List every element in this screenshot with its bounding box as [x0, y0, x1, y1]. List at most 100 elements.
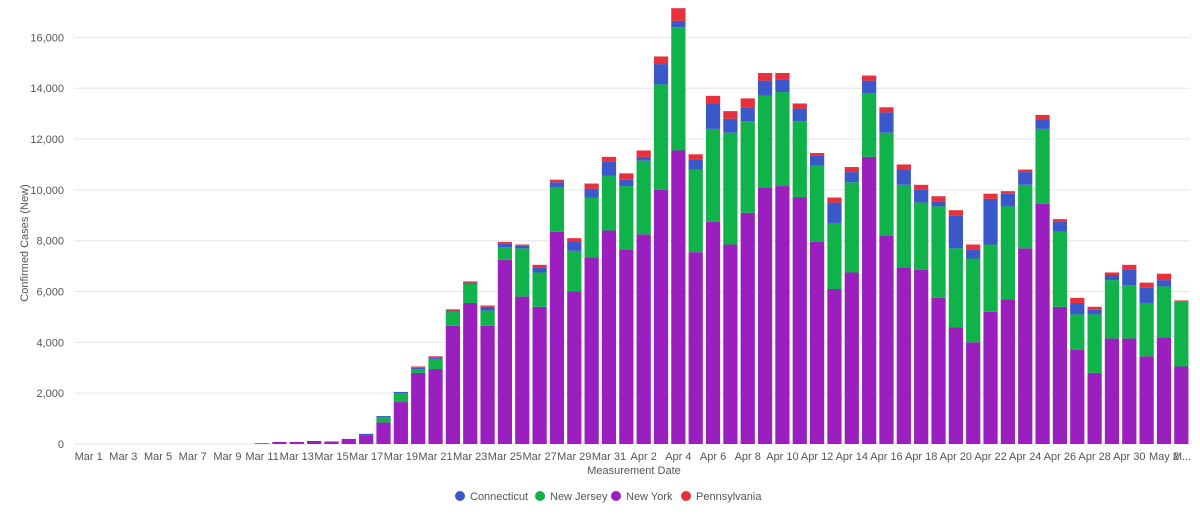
bar-pennsylvania-apr-28[interactable]: [1087, 306, 1102, 310]
bar-new-jersey-apr-7[interactable]: [723, 132, 738, 245]
bar-connecticut-apr-24[interactable]: [1018, 172, 1033, 185]
bar-connecticut-apr-17[interactable]: [896, 169, 911, 185]
bar-pennsylvania-apr-17[interactable]: [896, 164, 911, 170]
bar-new-york-mar-22[interactable]: [445, 325, 461, 444]
bar-pennsylvania-mar-29[interactable]: [567, 238, 582, 242]
bar-pennsylvania-apr-5[interactable]: [688, 154, 703, 160]
bar-pennsylvania-apr-23[interactable]: [1000, 191, 1016, 194]
bar-pennsylvania-apr-3[interactable]: [653, 56, 669, 65]
bar-connecticut-apr-29[interactable]: [1104, 275, 1120, 281]
bar-new-york-apr-26[interactable]: [1052, 306, 1068, 444]
bar-new-york-apr-17[interactable]: [896, 267, 911, 444]
bar-new-jersey-mar-27[interactable]: [532, 272, 547, 307]
bar-pennsylvania-apr-14[interactable]: [844, 167, 859, 173]
bar-connecticut-mar-29[interactable]: [567, 241, 582, 251]
bar-new-york-mar-29[interactable]: [567, 291, 582, 444]
bar-new-jersey-apr-12[interactable]: [809, 165, 825, 242]
bar-new-york-apr-13[interactable]: [827, 288, 842, 444]
bar-new-york-mar-23[interactable]: [463, 302, 478, 444]
bar-pennsylvania-apr-30[interactable]: [1122, 264, 1137, 270]
bar-connecticut-apr-30[interactable]: [1122, 269, 1137, 286]
bar-new-jersey-apr-10[interactable]: [775, 92, 790, 187]
bar-connecticut-apr-23[interactable]: [1000, 193, 1016, 207]
bar-new-jersey-apr-19[interactable]: [931, 206, 946, 298]
bar-new-york-apr-11[interactable]: [792, 197, 807, 444]
bar-connecticut-mar-25[interactable]: [497, 243, 513, 248]
bar-connecticut-mar-17[interactable]: [359, 433, 374, 436]
bar-new-jersey-may-1[interactable]: [1139, 302, 1154, 357]
bar-new-jersey-apr-20[interactable]: [948, 248, 963, 328]
bar-new-york-apr-3[interactable]: [653, 189, 669, 444]
bar-connecticut-apr-4[interactable]: [671, 20, 686, 28]
bar-new-jersey-apr-15[interactable]: [862, 93, 877, 157]
bar-pennsylvania-mar-28[interactable]: [549, 179, 565, 183]
bar-new-jersey-apr-27[interactable]: [1070, 314, 1085, 350]
bar-new-jersey-apr-22[interactable]: [983, 244, 998, 312]
bar-new-jersey-apr-13[interactable]: [827, 222, 842, 289]
bar-connecticut-apr-6[interactable]: [705, 103, 721, 129]
bar-pennsylvania-mar-31[interactable]: [601, 156, 617, 162]
bar-new-york-mar-30[interactable]: [584, 257, 599, 444]
bar-connecticut-apr-1[interactable]: [619, 179, 634, 187]
bar-new-jersey-apr-14[interactable]: [844, 182, 859, 273]
bar-new-jersey-mar-20[interactable]: [411, 369, 426, 373]
bar-pennsylvania-apr-15[interactable]: [862, 75, 877, 81]
bar-new-jersey-mar-23[interactable]: [463, 283, 478, 303]
bar-connecticut-mar-27[interactable]: [532, 267, 547, 273]
bar-new-york-mar-16[interactable]: [341, 438, 356, 444]
bar-new-york-mar-18[interactable]: [376, 422, 391, 444]
bar-new-jersey-apr-4[interactable]: [671, 27, 686, 151]
bar-connecticut-apr-19[interactable]: [931, 201, 946, 207]
bar-new-jersey-mar-26[interactable]: [515, 248, 530, 297]
bar-new-york-apr-6[interactable]: [705, 221, 721, 444]
bar-connecticut-may-1[interactable]: [1139, 287, 1154, 303]
bar-connecticut-apr-8[interactable]: [740, 107, 755, 122]
bar-connecticut-apr-14[interactable]: [844, 172, 859, 183]
bar-new-york-mar-19[interactable]: [393, 402, 408, 444]
bar-pennsylvania-apr-25[interactable]: [1035, 114, 1050, 120]
bar-connecticut-apr-13[interactable]: [827, 202, 842, 223]
bar-new-york-apr-10[interactable]: [775, 186, 790, 444]
bar-new-york-apr-9[interactable]: [757, 187, 773, 444]
bar-new-york-apr-14[interactable]: [844, 272, 859, 444]
bar-new-york-mar-31[interactable]: [601, 230, 617, 444]
bar-pennsylvania-apr-8[interactable]: [740, 98, 755, 108]
bar-new-york-apr-21[interactable]: [966, 342, 981, 444]
bar-connecticut-apr-5[interactable]: [688, 159, 703, 170]
bar-new-york-mar-27[interactable]: [532, 306, 547, 444]
bar-new-york-apr-29[interactable]: [1104, 338, 1120, 444]
bar-connecticut-mar-20[interactable]: [411, 367, 426, 370]
bar-new-jersey-apr-28[interactable]: [1087, 314, 1102, 373]
bar-new-jersey-apr-21[interactable]: [966, 258, 981, 343]
bar-new-york-apr-2[interactable]: [636, 234, 651, 444]
bar-new-york-may-1[interactable]: [1139, 356, 1154, 444]
bar-new-jersey-apr-11[interactable]: [792, 121, 807, 198]
legend-item-new-york[interactable]: New York: [611, 491, 673, 503]
bar-pennsylvania-apr-11[interactable]: [792, 103, 807, 109]
legend-item-connecticut[interactable]: Connecticut: [455, 491, 528, 503]
bar-pennsylvania-mar-26[interactable]: [515, 244, 530, 246]
bar-new-jersey-apr-8[interactable]: [740, 121, 755, 213]
bar-pennsylvania-may-2[interactable]: [1156, 273, 1172, 281]
bar-connecticut-apr-26[interactable]: [1052, 221, 1068, 232]
bar-connecticut-apr-10[interactable]: [775, 79, 790, 93]
bar-new-jersey-apr-30[interactable]: [1122, 285, 1137, 339]
bar-connecticut-apr-22[interactable]: [983, 198, 998, 245]
bar-new-jersey-apr-5[interactable]: [688, 169, 703, 253]
bar-new-york-mar-21[interactable]: [428, 369, 443, 444]
bar-pennsylvania-mar-23[interactable]: [463, 281, 478, 283]
bar-new-york-apr-27[interactable]: [1070, 349, 1085, 444]
bar-new-york-mar-24[interactable]: [480, 325, 495, 444]
bar-new-jersey-mar-21[interactable]: [428, 358, 443, 370]
bar-pennsylvania-apr-6[interactable]: [705, 95, 721, 104]
bar-connecticut-apr-18[interactable]: [914, 189, 929, 203]
bar-connecticut-mar-18[interactable]: [376, 416, 391, 418]
bar-new-york-apr-16[interactable]: [879, 235, 894, 444]
bar-pennsylvania-mar-27[interactable]: [532, 264, 547, 268]
bar-new-york-apr-30[interactable]: [1122, 338, 1137, 444]
bar-pennsylvania-apr-18[interactable]: [914, 184, 929, 190]
bar-new-jersey-apr-25[interactable]: [1035, 128, 1050, 204]
bar-new-york-mar-25[interactable]: [497, 259, 513, 444]
bar-pennsylvania-apr-2[interactable]: [636, 150, 651, 157]
bar-new-jersey-apr-18[interactable]: [914, 202, 929, 270]
